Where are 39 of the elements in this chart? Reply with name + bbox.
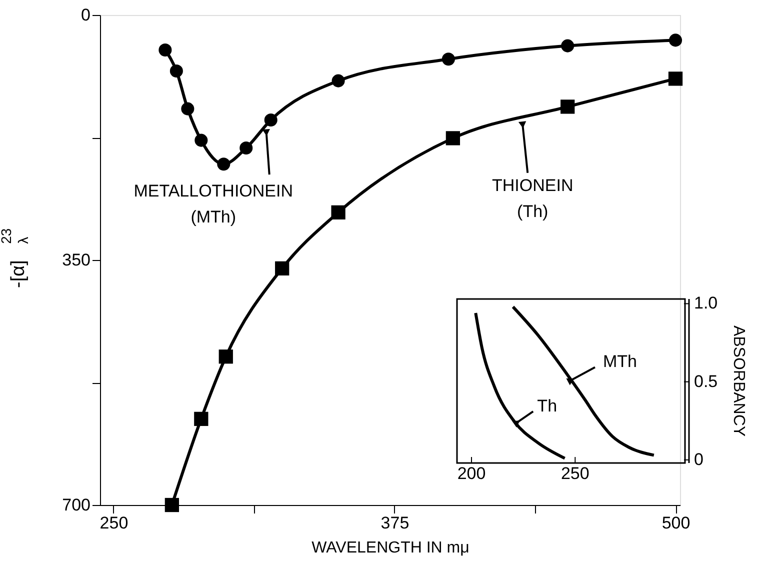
y-axis-title: ABSORBANCY [730, 325, 747, 437]
point [561, 39, 574, 52]
annotation: MTh [603, 352, 637, 372]
point [181, 102, 194, 116]
point [217, 158, 230, 171]
point [668, 72, 683, 86]
point [170, 64, 183, 78]
point [332, 74, 345, 88]
point [668, 34, 682, 47]
annotation: THIONEIN (Th) [492, 176, 574, 221]
point [264, 113, 278, 127]
x-axis-title: WAVELENGTH IN mμ [312, 540, 470, 556]
point [560, 100, 575, 114]
y-tick-label: 0.5 [694, 372, 718, 391]
line-series [474, 312, 566, 460]
point [218, 350, 233, 364]
annotation: METALLOTHIONEIN (MTh) [134, 182, 294, 227]
y-tick-label: 350 [62, 250, 90, 270]
point [442, 52, 455, 66]
line-series [511, 305, 656, 457]
point [275, 261, 290, 276]
point [240, 141, 253, 155]
x-tick-label: 375 [380, 514, 410, 532]
x-tick-label: 500 [662, 514, 690, 532]
point [194, 134, 208, 147]
y-axis-title: -[α]23λ [0, 228, 31, 288]
point [331, 205, 346, 220]
point [446, 131, 460, 146]
x-tick-label: 250 [100, 514, 128, 532]
point [164, 498, 180, 512]
x-tick-label: 250 [560, 464, 590, 483]
y-tick-label: 700 [62, 496, 90, 514]
x-tick-label: 200 [457, 464, 486, 483]
y-tick-label: 1.0 [694, 294, 718, 313]
point [158, 43, 172, 57]
y-tick-label: 0 [81, 6, 90, 24]
annotation: Th [537, 396, 558, 416]
point [194, 412, 208, 426]
y-tick-label: 0 [694, 450, 704, 469]
